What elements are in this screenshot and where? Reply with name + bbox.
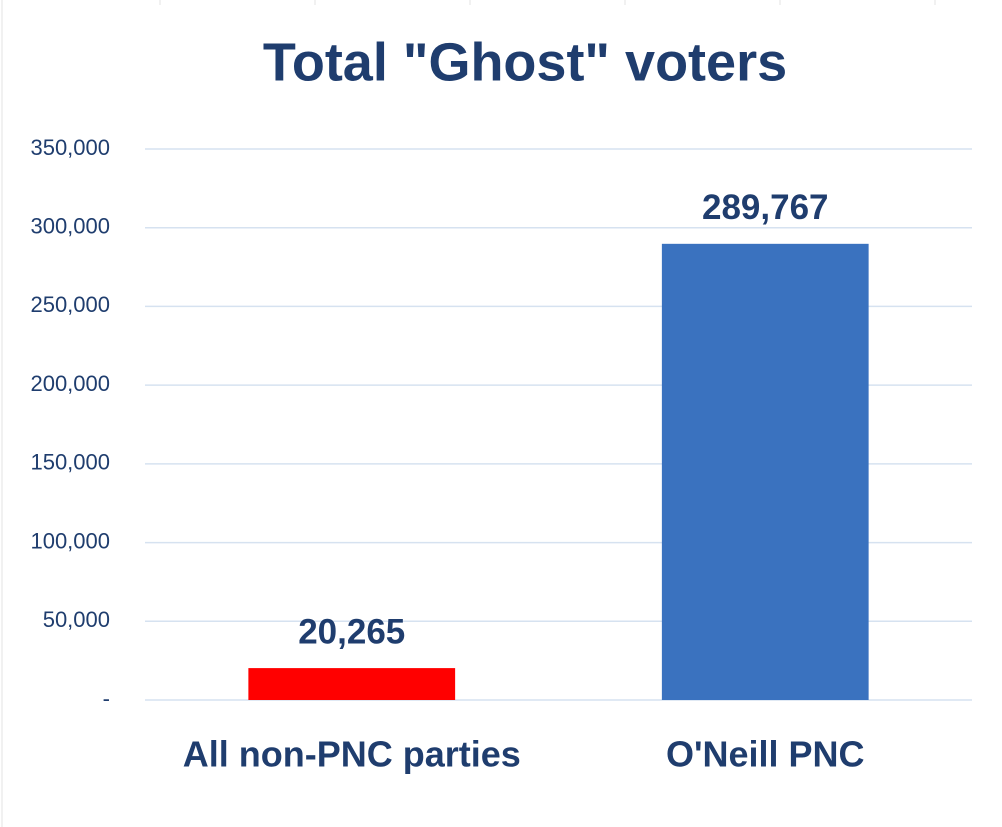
chart-title: Total "Ghost" voters: [263, 32, 787, 92]
bar: [661, 243, 869, 700]
y-tick-label: -: [103, 686, 110, 711]
x-tick-label: All non-PNC parties: [183, 734, 521, 775]
sheet-cells: [1, 0, 936, 827]
bar: [248, 668, 456, 700]
y-tick-label: 100,000: [30, 528, 110, 553]
y-tick-label: 300,000: [30, 214, 110, 239]
data-label: 20,265: [298, 612, 405, 651]
data-label: 289,767: [702, 188, 829, 227]
y-tick-label: 150,000: [30, 450, 110, 475]
y-tick-label: 350,000: [30, 135, 110, 160]
y-tick-label: 200,000: [30, 371, 110, 396]
y-tick-label: 50,000: [43, 607, 110, 632]
x-tick-label: O'Neill PNC: [666, 734, 865, 775]
y-tick-label: 250,000: [30, 292, 110, 317]
